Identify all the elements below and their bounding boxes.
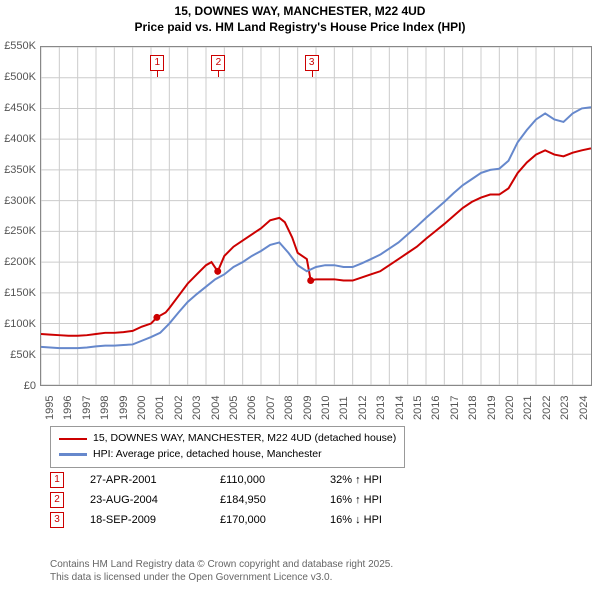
x-tick-label: 2012 (357, 396, 369, 420)
y-tick-label: £100K (4, 318, 36, 330)
y-tick-label: £150K (4, 287, 36, 299)
transaction-price: £184,950 (220, 494, 330, 506)
footer-line-2: This data is licensed under the Open Gov… (50, 571, 393, 584)
marker-label: 3 (305, 55, 319, 71)
x-tick-label: 2010 (320, 396, 332, 420)
legend-label: HPI: Average price, detached house, Manc… (93, 447, 322, 463)
x-tick-label: 2023 (559, 396, 571, 420)
x-tick-label: 2014 (394, 396, 406, 420)
legend: 15, DOWNES WAY, MANCHESTER, M22 4UD (det… (50, 426, 405, 468)
marker-stem (157, 71, 158, 77)
arrow-up-icon: ↑ (355, 474, 361, 486)
y-tick-label: £0 (24, 380, 36, 392)
transaction-price: £170,000 (220, 514, 330, 526)
legend-swatch (59, 438, 87, 441)
transaction-row: 3 18-SEP-2009£170,00016% ↓ HPI (50, 510, 410, 530)
marker-label: 2 (211, 55, 225, 71)
legend-item: 15, DOWNES WAY, MANCHESTER, M22 4UD (det… (59, 431, 396, 447)
transaction-marker: 2 (50, 492, 64, 508)
transaction-row: 2 23-AUG-2004£184,95016% ↑ HPI (50, 490, 410, 510)
y-tick-label: £50K (10, 349, 36, 361)
transaction-table: 1 27-APR-2001£110,00032% ↑ HPI 2 23-AUG-200… (50, 470, 410, 530)
legend-swatch (59, 453, 87, 456)
footer-line-1: Contains HM Land Registry data © Crown c… (50, 558, 393, 571)
x-tick-label: 2004 (210, 396, 222, 420)
series-hpi (41, 107, 591, 348)
x-tick-label: 1996 (62, 396, 74, 420)
y-tick-label: £500K (4, 71, 36, 83)
y-tick-label: £550K (4, 40, 36, 52)
x-tick-label: 2005 (228, 396, 240, 420)
title-line-2: Price paid vs. HM Land Registry's House … (0, 20, 600, 36)
x-tick-label: 1999 (118, 396, 130, 420)
transaction-pct: 32% ↑ HPI (330, 474, 410, 486)
marker-dot (214, 268, 221, 275)
marker-label: 1 (150, 55, 164, 71)
y-tick-label: £400K (4, 133, 36, 145)
x-tick-label: 2019 (486, 396, 498, 420)
x-tick-label: 2007 (265, 396, 277, 420)
x-tick-label: 2003 (191, 396, 203, 420)
legend-item: HPI: Average price, detached house, Manc… (59, 447, 396, 463)
y-tick-label: £450K (4, 102, 36, 114)
transaction-row: 1 27-APR-2001£110,00032% ↑ HPI (50, 470, 410, 490)
legend-label: 15, DOWNES WAY, MANCHESTER, M22 4UD (det… (93, 431, 396, 447)
arrow-down-icon: ↓ (355, 514, 361, 526)
x-tick-label: 2008 (283, 396, 295, 420)
title-line-1: 15, DOWNES WAY, MANCHESTER, M22 4UD (0, 4, 600, 20)
transaction-marker: 3 (50, 512, 64, 528)
x-tick-label: 2013 (375, 396, 387, 420)
x-tick-label: 1998 (99, 396, 111, 420)
y-tick-label: £350K (4, 164, 36, 176)
y-axis: £0£50K£100K£150K£200K£250K£300K£350K£400… (0, 46, 38, 386)
title-block: 15, DOWNES WAY, MANCHESTER, M22 4UD Pric… (0, 0, 600, 35)
transaction-date: 18-SEP-2009 (90, 514, 220, 526)
series-price_paid (41, 148, 591, 335)
y-tick-label: £200K (4, 256, 36, 268)
x-tick-label: 2011 (338, 396, 350, 420)
arrow-up-icon: ↑ (355, 494, 361, 506)
x-tick-label: 2009 (302, 396, 314, 420)
x-tick-label: 2002 (173, 396, 185, 420)
marker-stem (218, 71, 219, 77)
transaction-pct: 16% ↑ HPI (330, 494, 410, 506)
x-tick-label: 2015 (412, 396, 424, 420)
chart-lines (41, 47, 591, 385)
x-tick-label: 2024 (578, 396, 590, 420)
x-tick-label: 2000 (136, 396, 148, 420)
x-tick-label: 2021 (522, 396, 534, 420)
y-tick-label: £300K (4, 195, 36, 207)
marker-stem (312, 71, 313, 77)
transaction-pct: 16% ↓ HPI (330, 514, 410, 526)
footer: Contains HM Land Registry data © Crown c… (50, 558, 393, 584)
x-tick-label: 2022 (541, 396, 553, 420)
x-tick-label: 2018 (467, 396, 479, 420)
x-tick-label: 2016 (430, 396, 442, 420)
x-tick-label: 2017 (449, 396, 461, 420)
x-tick-label: 2020 (504, 396, 516, 420)
x-tick-label: 2001 (154, 396, 166, 420)
x-tick-label: 1997 (81, 396, 93, 420)
x-tick-label: 2006 (246, 396, 258, 420)
marker-dot (307, 277, 314, 284)
transaction-marker: 1 (50, 472, 64, 488)
x-axis: 1995 1996 1997 1998 1999 2000 2001 2002 2003 2004… (40, 388, 592, 428)
marker-dot (153, 314, 160, 321)
transaction-date: 27-APR-2001 (90, 474, 220, 486)
chart-plot-area: 1 2 3 (40, 46, 592, 386)
transaction-price: £110,000 (220, 474, 330, 486)
x-tick-label: 1995 (44, 396, 56, 420)
figure-root: 15, DOWNES WAY, MANCHESTER, M22 4UD Pric… (0, 0, 600, 590)
transaction-date: 23-AUG-2004 (90, 494, 220, 506)
y-tick-label: £250K (4, 225, 36, 237)
